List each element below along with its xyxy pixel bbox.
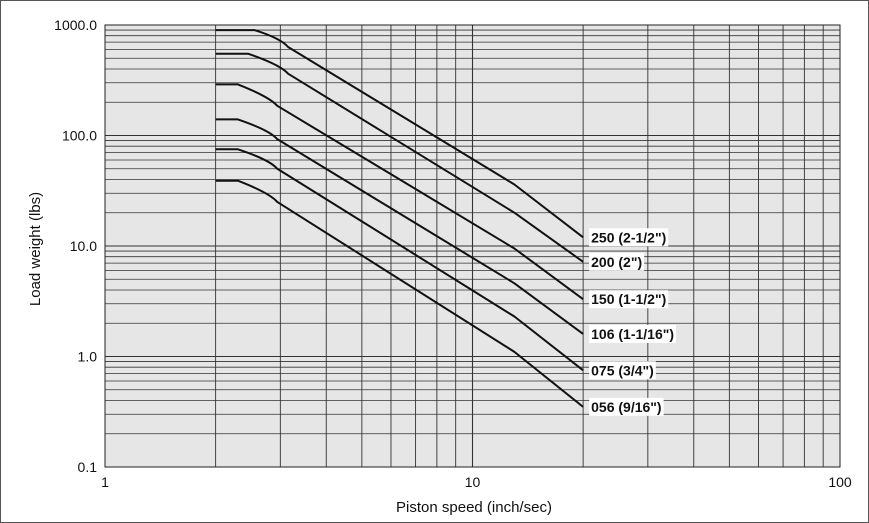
x-axis-label: Piston speed (inch/sec): [396, 499, 552, 516]
y-tick-label: 1000.0: [54, 17, 97, 33]
y-tick-label: 0.1: [78, 459, 98, 475]
series-line: [215, 29, 584, 239]
series-label-background: [589, 252, 645, 271]
x-tick-label: 100: [828, 474, 852, 490]
series-label: 075 (3/4"): [591, 362, 654, 378]
y-tick-labels: 0.1 1.0 10.0 100.0 1000.0: [54, 17, 97, 475]
series-label: 106 (1-1/16"): [591, 326, 674, 342]
x-tick-labels: 1 10 100: [101, 474, 852, 490]
series-line: [215, 118, 584, 335]
series-label: 200 (2"): [591, 254, 642, 270]
y-tick-label: 10.0: [70, 238, 97, 254]
series-label-background: [589, 228, 669, 247]
series-label: 150 (1-1/2"): [591, 291, 666, 307]
series-labels: 250 (2-1/2") 200 (2") 150 (1-1/2") 106 (1-1…: [589, 228, 677, 416]
y-tick-label: 1.0: [78, 349, 98, 365]
series-label-background: [589, 361, 656, 380]
y-axis-label: Load weight (lbs): [27, 192, 44, 306]
x-tick-label: 10: [465, 474, 481, 490]
series-line: [215, 148, 584, 372]
series-line: [215, 83, 584, 301]
series-line: [215, 179, 584, 408]
series-label: 250 (2-1/2"): [591, 229, 666, 245]
series-label-background: [589, 397, 664, 416]
series-lines: [215, 29, 584, 408]
x-tick-label: 1: [101, 474, 109, 490]
series-label-background: [589, 290, 669, 309]
series-line: [215, 52, 584, 263]
y-tick-label: 100.0: [62, 128, 97, 144]
plot-border: [104, 24, 841, 468]
series-label-background: [589, 324, 677, 343]
series-label: 056 (9/16"): [591, 399, 661, 415]
